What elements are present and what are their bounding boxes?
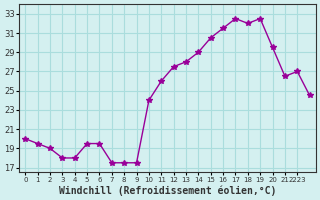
X-axis label: Windchill (Refroidissement éolien,°C): Windchill (Refroidissement éolien,°C) (59, 185, 276, 196)
